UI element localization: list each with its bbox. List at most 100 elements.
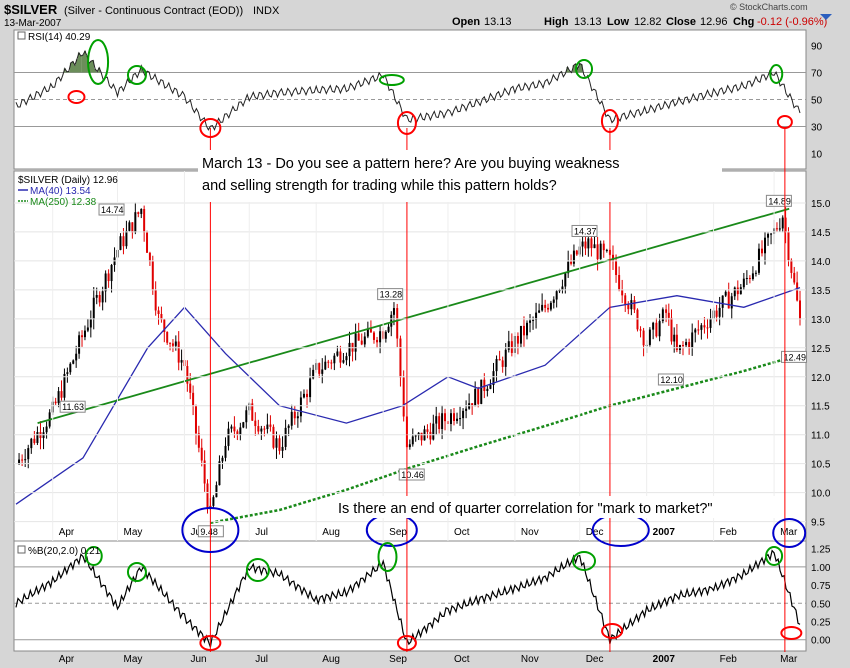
price-candle-body: [186, 366, 189, 384]
price-candle-body: [233, 426, 236, 432]
price-candle-body: [465, 408, 468, 411]
chg-value: -0.12 (-0.96%): [757, 16, 827, 28]
price-candle-body: [558, 289, 561, 292]
price-candle-body: [60, 391, 63, 398]
price-candle-body: [492, 371, 495, 386]
price-candle-body: [63, 373, 66, 398]
rsi-swatch: [17, 31, 26, 40]
month-tick-label: Feb: [720, 654, 738, 665]
price-candle-body: [254, 420, 257, 427]
price-candle-body: [751, 273, 754, 280]
price-candle-body: [584, 241, 587, 249]
price-candle-body: [95, 294, 98, 298]
price-candle-body: [257, 426, 260, 432]
price-candle-body: [98, 294, 101, 303]
pctb-tick-label: 0.25: [811, 618, 831, 629]
rsi-overbought-circle: [378, 74, 405, 86]
price-candle-body: [575, 250, 578, 255]
price-candle-body: [642, 330, 645, 346]
price-candle-body: [384, 331, 387, 339]
price-candle-body: [163, 319, 166, 332]
price-candle-body: [770, 233, 773, 235]
price-candle-body: [177, 341, 180, 363]
price-tick-label: 14.0: [811, 257, 831, 268]
price-candle-body: [251, 403, 254, 421]
rsi-label: RSI(14) 40.29: [28, 32, 91, 43]
low-label: Low: [607, 16, 629, 28]
close-value: 12.96: [700, 16, 728, 28]
price-candle-body: [793, 272, 796, 283]
price-candle-body: [166, 331, 169, 343]
price-candle-body: [673, 334, 676, 342]
price-tick-label: 11.5: [811, 402, 830, 413]
month-tick-label: Mar: [780, 654, 798, 665]
chevron-down-icon[interactable]: [820, 14, 832, 20]
chart-date: 13-Mar-2007: [4, 18, 62, 29]
symbol: $SILVER: [4, 2, 58, 17]
price-candle-body: [441, 413, 444, 430]
legend-ma40: MA(40) 13.54: [30, 186, 91, 197]
price-candle-body: [691, 332, 694, 348]
price-candle-body: [727, 291, 730, 309]
price-candle-body: [174, 341, 177, 346]
price-candle-body: [260, 428, 263, 432]
price-candle-body: [526, 322, 529, 336]
price-candle-body: [748, 277, 751, 280]
price-candle-body: [767, 233, 770, 238]
price-candle-body: [754, 272, 757, 274]
price-candle-body: [33, 438, 36, 443]
month-tick-label: May: [124, 654, 143, 665]
price-candle-body: [414, 435, 417, 437]
price-candle-body: [724, 291, 727, 296]
month-tick-label: Sep: [389, 654, 407, 665]
price-candle-body: [333, 355, 336, 364]
rsi-overbought-circle: [575, 59, 594, 79]
pctb-tick-label: 0.50: [811, 599, 831, 610]
rsi-oversold-circle: [600, 109, 619, 133]
price-candle-body: [504, 349, 507, 367]
price-candle-body: [449, 413, 452, 425]
price-tick-label: 12.0: [811, 373, 831, 384]
price-label-box: [98, 203, 125, 216]
price-candle-body: [318, 363, 321, 374]
price-candle-body: [787, 232, 790, 261]
price-candle-body: [189, 383, 192, 393]
price-label: 12.49: [784, 352, 807, 362]
price-candle-body: [570, 261, 573, 264]
price-candle-body: [101, 291, 104, 303]
price-candle-body: [402, 377, 405, 417]
price-candle-body: [703, 325, 706, 328]
month-tick-label: Jul: [255, 527, 268, 538]
price-candle-body: [345, 356, 348, 361]
price-candle-body: [790, 260, 793, 273]
price-candle-body: [327, 361, 330, 363]
symbol-description: (Silver - Continuous Contract (EOD)): [64, 5, 243, 17]
note2: Is there an end of quarter correlation f…: [338, 501, 713, 517]
price-candle-body: [564, 273, 567, 287]
price-candle-body: [627, 304, 630, 310]
price-candle-body: [128, 222, 131, 231]
month-tick-label: Sep: [389, 527, 407, 538]
price-candle-body: [200, 447, 203, 461]
pctb-high-circle: [377, 542, 398, 572]
rsi-tick-label: 70: [811, 69, 823, 80]
price-candle-body: [354, 333, 357, 352]
month-tick-label: Apr: [59, 654, 75, 665]
price-candle-body: [700, 325, 703, 330]
price-candle-body: [66, 372, 69, 374]
pctb-low-circle: [601, 623, 624, 639]
price-candle-body: [456, 418, 459, 421]
price-candle-body: [218, 461, 221, 486]
rsi-low-circle: [67, 90, 86, 104]
price-candle-body: [477, 388, 480, 404]
price-candle-body: [83, 330, 86, 338]
price-candle-body: [122, 236, 125, 247]
price-candle-body: [81, 335, 84, 338]
price-candle-body: [605, 249, 608, 251]
price-candle-body: [661, 309, 664, 322]
rsi-overbought-circle: [126, 65, 147, 85]
month-tick-label: 2007: [653, 654, 676, 665]
price-candle-body: [764, 237, 767, 254]
price-candle-body: [212, 497, 215, 506]
